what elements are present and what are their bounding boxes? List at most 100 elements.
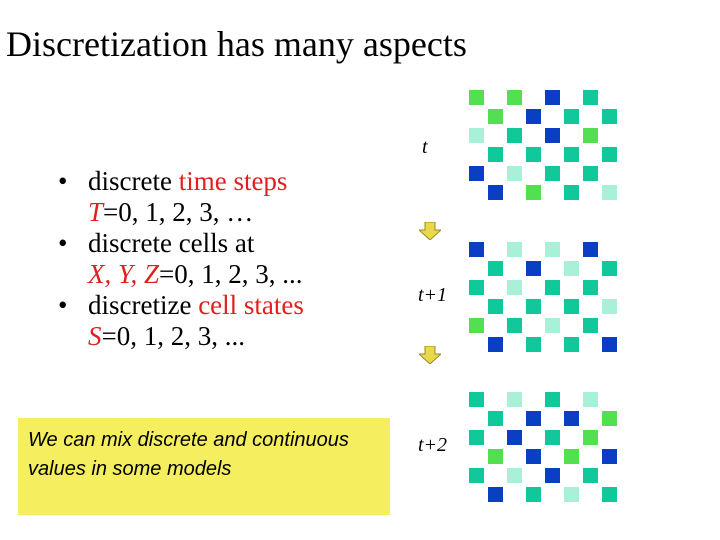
- grid-cell: [488, 299, 503, 314]
- grid-cell: [602, 185, 617, 200]
- bullet-values-states: S=0, 1, 2, 3, ...: [58, 321, 398, 352]
- grid-cell: [583, 392, 598, 407]
- grid-cell: [545, 242, 560, 257]
- grid-cell: [564, 261, 579, 276]
- grid-cell: [526, 337, 541, 352]
- cell-grid-t-plus-1: [466, 240, 626, 358]
- grid-cell: [507, 90, 522, 105]
- grid-cell: [526, 487, 541, 502]
- time-label-t: t: [422, 136, 428, 158]
- grid-cell: [602, 109, 617, 124]
- grid-cell: [545, 280, 560, 295]
- grid-cell: [469, 280, 484, 295]
- grid-cell: [526, 147, 541, 162]
- note-box: We can mix discrete and continuous value…: [18, 418, 390, 515]
- grid-cell: [564, 487, 579, 502]
- grid-cell: [602, 299, 617, 314]
- grid-cell: [602, 337, 617, 352]
- grid-cell: [545, 318, 560, 333]
- bullet-text: discretize: [88, 290, 199, 320]
- slide-title: Discretization has many aspects: [6, 24, 467, 64]
- grid-cell: [469, 430, 484, 445]
- bullet-marker: •: [58, 166, 68, 196]
- grid-cell: [526, 411, 541, 426]
- grid-cell: [507, 430, 522, 445]
- bullet-highlight: time steps: [178, 166, 288, 196]
- grid-cell: [488, 487, 503, 502]
- grid-cell: [469, 392, 484, 407]
- grid-cell: [564, 109, 579, 124]
- grid-cell: [564, 411, 579, 426]
- grid-cell: [564, 147, 579, 162]
- variable-name: X, Y, Z: [88, 259, 160, 289]
- variable-name: S: [88, 321, 102, 351]
- grid-cell: [507, 166, 522, 181]
- grid-cell: [488, 147, 503, 162]
- grid-cell: [602, 487, 617, 502]
- grid-cell: [526, 109, 541, 124]
- bullet-highlight: cell states: [198, 290, 304, 320]
- bullet-marker: •: [58, 228, 68, 258]
- grid-cell: [583, 468, 598, 483]
- time-label-t-plus-1: t+1: [418, 284, 448, 306]
- grid-cell: [583, 280, 598, 295]
- grid-cell: [488, 411, 503, 426]
- grid-cell: [488, 337, 503, 352]
- grid-cell: [545, 468, 560, 483]
- cell-grid-t: [466, 88, 626, 206]
- grid-cell: [469, 318, 484, 333]
- grid-cell: [488, 185, 503, 200]
- grid-cell: [564, 337, 579, 352]
- grid-cell: [602, 411, 617, 426]
- variable-values: =0, 1, 2, 3, ...: [159, 259, 303, 289]
- grid-cell: [602, 449, 617, 464]
- down-arrow-icon: [419, 346, 441, 364]
- bullet-text: discrete cells at: [88, 228, 255, 258]
- variable-values: =0, 1, 2, 3, …: [103, 197, 254, 227]
- grid-cell: [469, 166, 484, 181]
- cell-grid-t-plus-2: [466, 390, 626, 508]
- grid-cell: [583, 242, 598, 257]
- grid-cell: [545, 128, 560, 143]
- grid-cell: [507, 392, 522, 407]
- grid-cell: [469, 128, 484, 143]
- bullet-list: • discrete time steps T=0, 1, 2, 3, … • …: [58, 166, 398, 352]
- grid-cell: [488, 449, 503, 464]
- grid-cell: [526, 299, 541, 314]
- grid-cell: [564, 299, 579, 314]
- grid-cell: [583, 90, 598, 105]
- grid-cell: [526, 261, 541, 276]
- grid-cell: [488, 109, 503, 124]
- down-arrow-icon: [419, 222, 441, 240]
- bullet-cell-states: • discretize cell states: [58, 290, 398, 321]
- variable-values: =0, 1, 2, 3, ...: [101, 321, 245, 351]
- grid-cell: [602, 147, 617, 162]
- grid-cell: [526, 185, 541, 200]
- grid-cell: [469, 468, 484, 483]
- time-label-t-plus-2: t+2: [418, 434, 448, 456]
- bullet-marker: •: [58, 290, 68, 320]
- grid-cell: [526, 449, 541, 464]
- bullet-values-time: T=0, 1, 2, 3, …: [58, 197, 398, 228]
- grid-cell: [507, 128, 522, 143]
- grid-cell: [507, 242, 522, 257]
- grid-cell: [469, 242, 484, 257]
- grid-cell: [583, 318, 598, 333]
- grid-cell: [545, 166, 560, 181]
- grid-cell: [507, 468, 522, 483]
- grid-cell: [545, 90, 560, 105]
- bullet-time-steps: • discrete time steps: [58, 166, 398, 197]
- grid-cell: [564, 449, 579, 464]
- grid-cell: [583, 166, 598, 181]
- grid-cell: [469, 90, 484, 105]
- bullet-cells: • discrete cells at: [58, 228, 398, 259]
- grid-cell: [545, 392, 560, 407]
- grid-cell: [545, 430, 560, 445]
- grid-cell: [564, 185, 579, 200]
- variable-name: T: [88, 197, 104, 227]
- bullet-text: discrete: [88, 166, 179, 196]
- grid-cell: [602, 261, 617, 276]
- grid-cell: [507, 280, 522, 295]
- bullet-values-cells: X, Y, Z=0, 1, 2, 3, ...: [58, 259, 398, 290]
- grid-cell: [583, 430, 598, 445]
